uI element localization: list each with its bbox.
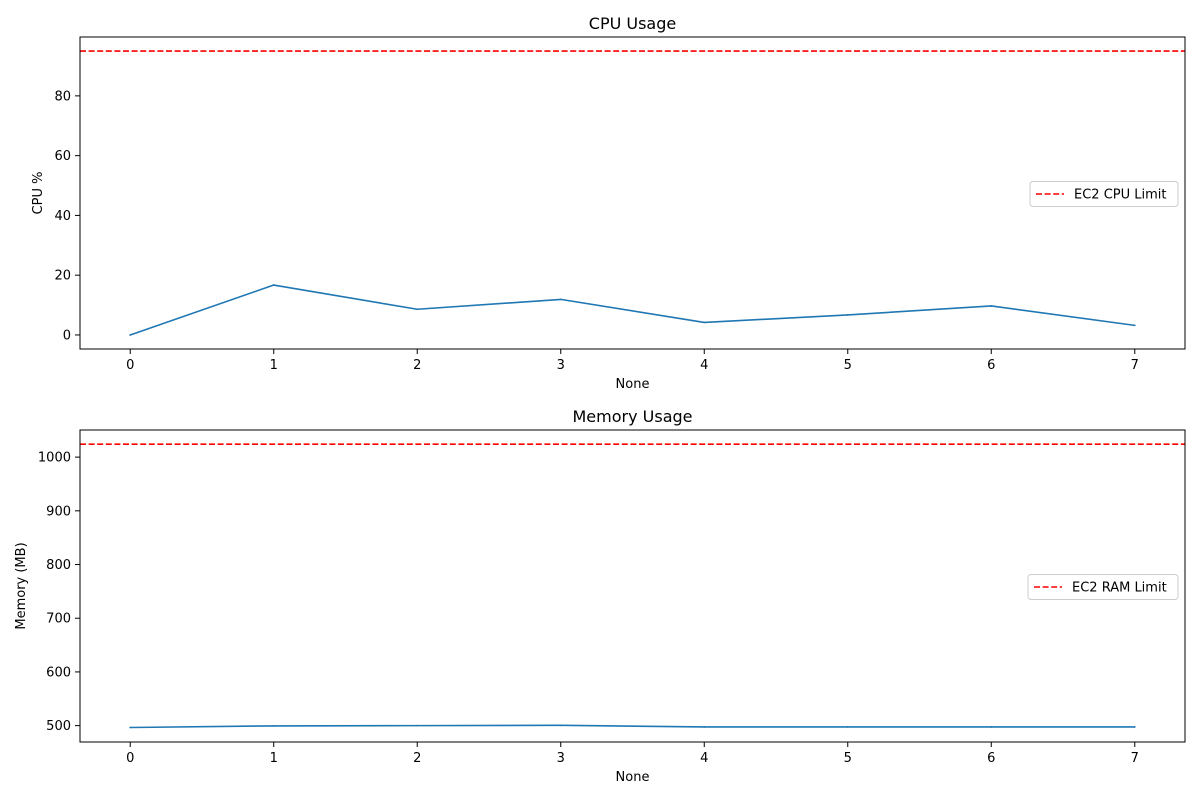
- chart-title: Memory Usage: [572, 407, 692, 426]
- plot-frame: [79, 429, 1186, 743]
- data-point: [129, 726, 132, 729]
- x-tick-label: 4: [700, 751, 708, 766]
- legend-label: EC2 RAM Limit: [1072, 581, 1167, 596]
- chart-panel-2: Memory Usage 0 1 2 3 4 5 6 7 500 600 700 800 900 1000 N…: [14, 407, 1186, 785]
- data-point: [990, 305, 993, 307]
- plot-frame: [79, 36, 1186, 350]
- y-axis-label: CPU %: [31, 172, 46, 215]
- y-axis-label: Memory (MB): [14, 542, 29, 629]
- legend: EC2 RAM Limit: [1027, 574, 1179, 600]
- data-point: [559, 298, 562, 301]
- x-tick-label: 5: [844, 751, 852, 766]
- legend-box: [1029, 181, 1179, 207]
- x-tick-label: 0: [126, 751, 134, 766]
- x-tick-label: 6: [987, 751, 995, 766]
- x-tick-label: 7: [1131, 358, 1139, 373]
- y-tick-label: 20: [54, 269, 71, 284]
- data-point: [1133, 324, 1136, 327]
- x-tick-label: 5: [844, 358, 852, 373]
- data-point: [703, 726, 706, 728]
- data-point: [129, 334, 132, 336]
- x-tick-label: 4: [700, 358, 708, 373]
- y-tick-label: 900: [46, 504, 71, 519]
- series-line-1: [129, 284, 1135, 336]
- y-tick-label: 0: [63, 328, 71, 343]
- x-tick-label: 2: [413, 751, 421, 766]
- y-tick-label: 600: [46, 665, 71, 680]
- data-point: [559, 724, 562, 727]
- data-point: [1133, 726, 1136, 728]
- data-point: [990, 726, 993, 728]
- legend-label: EC2 CPU Limit: [1074, 188, 1167, 203]
- x-tick-label: 3: [557, 751, 565, 766]
- y-tick-label: 60: [54, 149, 71, 164]
- legend-box: [1027, 574, 1179, 600]
- y-tick-label: 500: [46, 719, 71, 734]
- data-point: [272, 724, 275, 727]
- x-tick-label: 1: [270, 358, 278, 373]
- data-point: [416, 308, 419, 311]
- x-tick-label: 2: [413, 358, 421, 373]
- legend: EC2 CPU Limit: [1029, 181, 1179, 207]
- chart-panel-1: CPU Usage 0 1 2 3 4 5 6 7 0 20 40 60 80 None CPU % EC2 C…: [31, 14, 1186, 392]
- y-tick-label: 700: [46, 612, 71, 627]
- data-point: [846, 314, 849, 316]
- data-point: [416, 724, 419, 727]
- y-tick-label: 800: [46, 558, 71, 573]
- series-line-1: [130, 724, 1135, 729]
- data-point: [846, 726, 849, 728]
- x-tick-label: 6: [987, 358, 995, 373]
- x-tick-label: 3: [557, 358, 565, 373]
- data-point: [703, 321, 706, 324]
- x-axis-label: None: [616, 377, 650, 392]
- x-axis-label: None: [616, 770, 650, 785]
- x-tick-label: 0: [126, 358, 134, 373]
- x-tick-label: 1: [270, 751, 278, 766]
- data-point: [272, 284, 275, 286]
- x-tick-label: 7: [1131, 751, 1139, 766]
- y-tick-label: 1000: [38, 451, 71, 466]
- chart-title: CPU Usage: [589, 14, 676, 33]
- y-tick-label: 40: [54, 209, 71, 224]
- y-tick-label: 80: [54, 89, 71, 104]
